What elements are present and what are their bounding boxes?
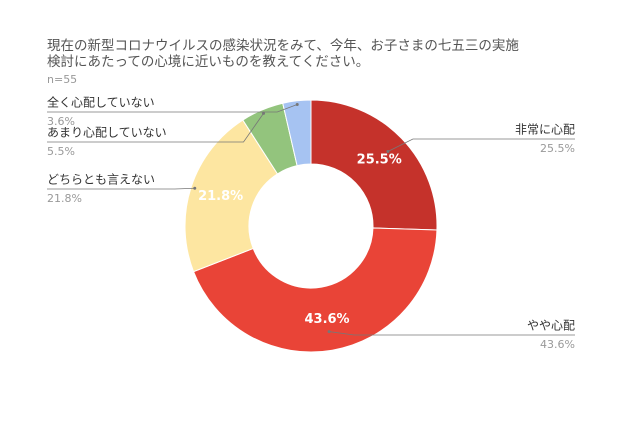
leader-dot: [295, 103, 299, 107]
label-name: あまり心配していない: [47, 126, 167, 140]
label-value: 25.5%: [540, 142, 575, 155]
slice-label: 25.5%: [357, 152, 402, 167]
label-name: 非常に心配: [515, 123, 575, 137]
leader-line: [47, 104, 298, 113]
donut-slice: [184, 119, 279, 273]
slice-label: 43.6%: [304, 312, 349, 327]
leader-dot: [262, 111, 266, 115]
label-name: やや心配: [527, 319, 575, 333]
label-name: どちらとも言えない: [47, 173, 155, 187]
leader-dot: [193, 186, 197, 190]
slice-label: 21.8%: [198, 189, 243, 204]
chart-subtitle: n=55: [47, 73, 77, 86]
donut-slice: [310, 99, 438, 231]
leader-dot: [386, 149, 390, 153]
label-value: 5.5%: [47, 145, 75, 158]
leader-line: [47, 113, 264, 143]
chart-title: 検討にあたっての心境に近いものを教えてください。: [47, 54, 369, 70]
leader-line: [329, 331, 575, 336]
chart-title: 現在の新型コロナウイルスの感染状況をみて、今年、お子さまの七五三の実施: [47, 37, 519, 54]
label-value: 43.6%: [540, 338, 575, 351]
label-value: 21.8%: [47, 192, 82, 205]
donut-slice: [282, 99, 312, 167]
label-name: 全く心配していない: [47, 95, 155, 110]
leader-line: [47, 187, 195, 190]
label-value: 3.6%: [47, 115, 75, 128]
leader-line: [387, 138, 575, 152]
leader-dot: [327, 330, 331, 334]
donut-slice: [192, 227, 438, 353]
